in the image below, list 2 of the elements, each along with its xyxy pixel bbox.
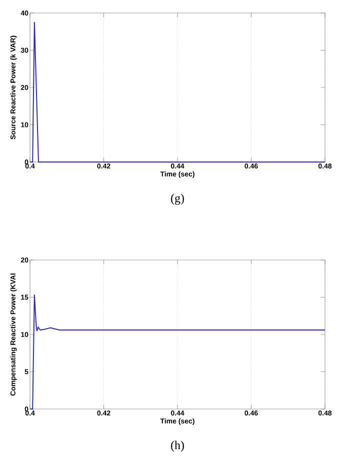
text: (h) [171, 440, 184, 452]
text: (g) [171, 194, 184, 205]
